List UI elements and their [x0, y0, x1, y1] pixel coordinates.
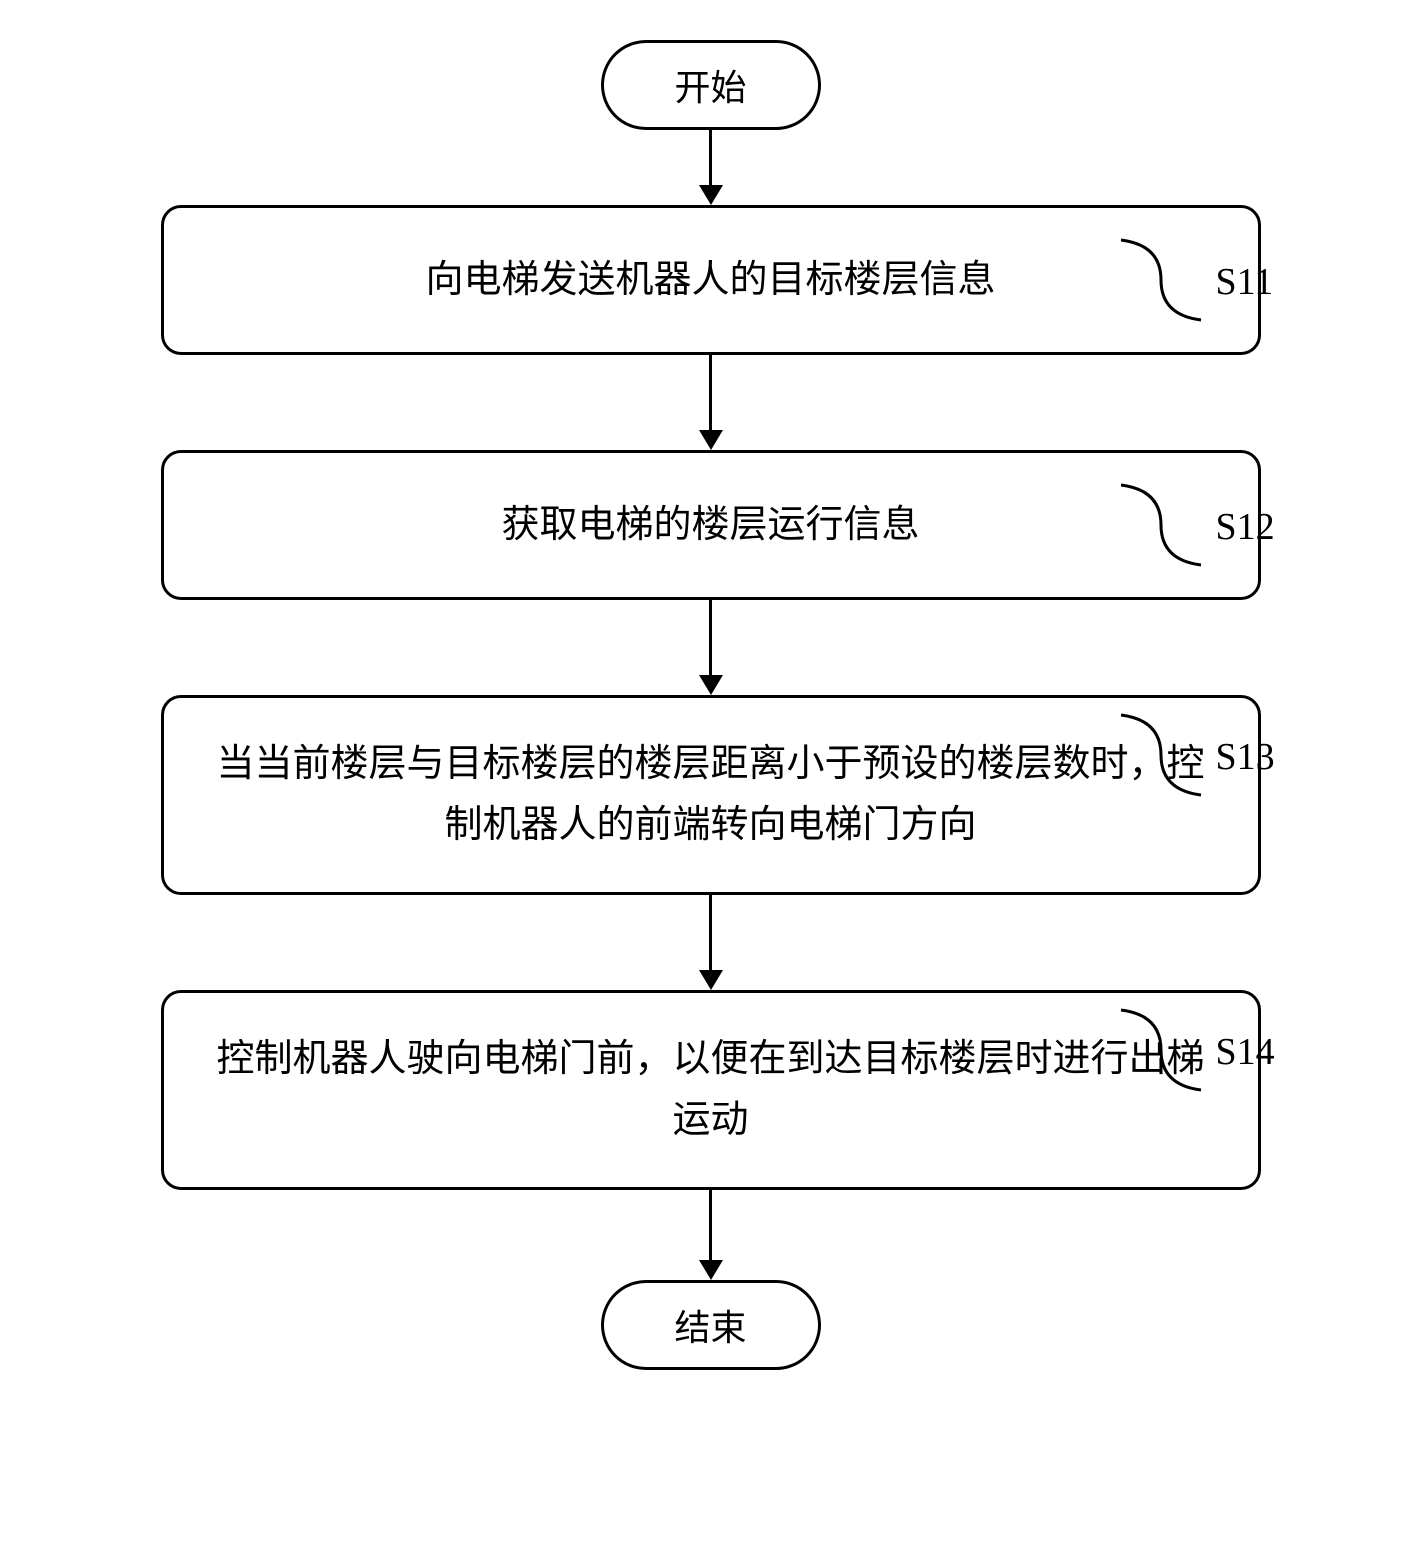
arrowhead-icon [699, 675, 723, 695]
end-text: 结束 [674, 1299, 746, 1351]
connector [21, 600, 1401, 695]
connector [21, 130, 1401, 205]
connector-line [709, 600, 712, 675]
step-label: S13 [1216, 735, 1275, 779]
arrowhead-icon [699, 970, 723, 990]
step-label: S12 [1216, 505, 1275, 549]
start-terminator: 开始 [601, 40, 821, 130]
step-label: S14 [1216, 1030, 1275, 1074]
connector [21, 1190, 1401, 1280]
connector-line [709, 355, 712, 430]
process-s13: 当当前楼层与目标楼层的楼层距离小于预设的楼层数时，控制机器人的前端转向电梯门方向 [161, 695, 1261, 895]
start-text: 开始 [674, 59, 746, 111]
step-row-s14: 控制机器人驶向电梯门前，以便在到达目标楼层时进行出梯运动 S14 [21, 990, 1401, 1190]
process-s12: 获取电梯的楼层运行信息 [161, 450, 1261, 600]
step-row-s13: 当当前楼层与目标楼层的楼层距离小于预设的楼层数时，控制机器人的前端转向电梯门方向… [21, 695, 1401, 895]
process-s11: 向电梯发送机器人的目标楼层信息 [161, 205, 1261, 355]
connector-line [709, 130, 712, 185]
process-text: 获取电梯的楼层运行信息 [501, 495, 919, 556]
step-row-s12: 获取电梯的楼层运行信息 S12 [21, 450, 1401, 600]
arrowhead-icon [699, 1260, 723, 1280]
process-text: 向电梯发送机器人的目标楼层信息 [425, 250, 995, 311]
process-text: 控制机器人驶向电梯门前，以便在到达目标楼层时进行出梯运动 [204, 1029, 1218, 1151]
connector [21, 355, 1401, 450]
connector-line [709, 895, 712, 970]
connector-line [709, 1190, 712, 1260]
end-terminator: 结束 [601, 1280, 821, 1370]
arrowhead-icon [699, 185, 723, 205]
step-row-s11: 向电梯发送机器人的目标楼层信息 S11 [21, 205, 1401, 355]
process-s14: 控制机器人驶向电梯门前，以便在到达目标楼层时进行出梯运动 [161, 990, 1261, 1190]
arrowhead-icon [699, 430, 723, 450]
flowchart-container: 开始 向电梯发送机器人的目标楼层信息 S11 获取电梯的楼层运行信息 S12 当… [21, 40, 1401, 1370]
connector [21, 895, 1401, 990]
process-text: 当当前楼层与目标楼层的楼层距离小于预设的楼层数时，控制机器人的前端转向电梯门方向 [204, 734, 1218, 856]
step-label: S11 [1216, 260, 1274, 304]
